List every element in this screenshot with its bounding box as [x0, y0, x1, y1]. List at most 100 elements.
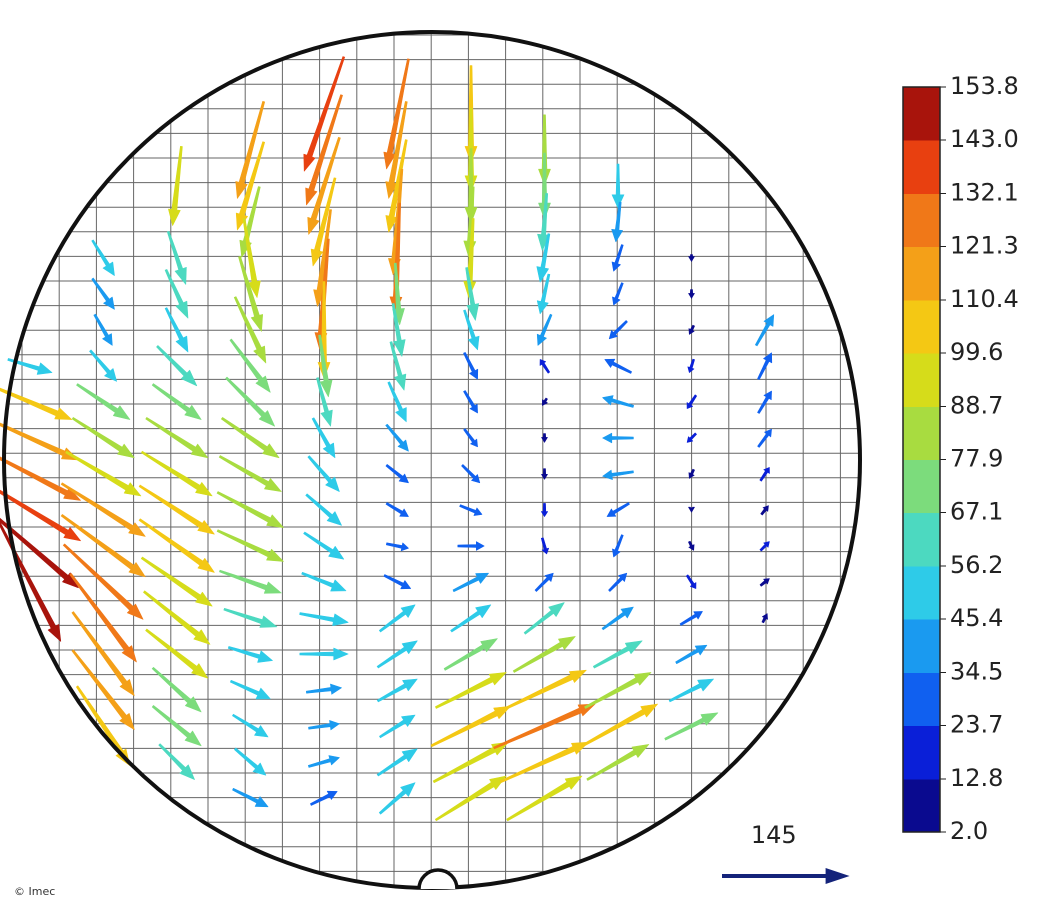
vector-arrow	[611, 163, 625, 209]
vector-arrow	[391, 303, 406, 357]
vector-arrow	[541, 537, 549, 555]
vector-arrow	[389, 341, 407, 391]
vector-arrow	[0, 387, 73, 420]
vector-arrow	[686, 394, 697, 409]
vector-arrow	[307, 455, 340, 492]
vector-arrow	[392, 262, 405, 326]
vector-arrow	[225, 376, 275, 427]
vector-arrow	[386, 542, 409, 552]
vector-arrow	[167, 231, 187, 285]
colorbar-tick-label: 132.1	[950, 178, 1019, 206]
vector-arrow	[227, 646, 273, 663]
colorbar-band	[903, 140, 940, 194]
colorbar-band	[903, 246, 940, 301]
vector-arrow	[757, 428, 772, 448]
vector-arrow	[168, 146, 183, 226]
vector-arrow	[0, 456, 81, 501]
vector-arrow	[688, 289, 695, 299]
vector-arrow	[435, 672, 507, 709]
vector-arrow	[385, 464, 409, 484]
vector-arrow	[158, 743, 195, 780]
colorbar-band	[903, 87, 940, 141]
arrows	[0, 56, 775, 822]
vector-arrow	[464, 148, 478, 224]
colorbar-tick-label: 99.6	[950, 338, 1003, 366]
vector-arrow	[611, 201, 623, 243]
grid	[4, 32, 860, 888]
vector-arrow	[301, 572, 347, 592]
vector-arrow	[151, 667, 202, 713]
vector-arrow	[385, 423, 409, 452]
colorbar-band	[903, 619, 940, 673]
vector-arrow	[223, 608, 278, 628]
vector-arrow	[164, 269, 189, 319]
colorbar-band	[903, 512, 940, 567]
colorbar-band	[903, 353, 940, 407]
colorbar-tick-label: 77.9	[950, 445, 1003, 473]
colorbar-tick-label: 153.8	[950, 72, 1019, 100]
vector-arrow	[435, 775, 507, 822]
reference-arrow	[722, 868, 850, 884]
colorbar-tick-label: 34.5	[950, 657, 1003, 685]
vector-arrow	[612, 534, 624, 558]
vector-arrow	[542, 397, 548, 406]
vector-arrow	[383, 574, 411, 590]
vector-arrow	[0, 422, 79, 461]
vector-arrow	[76, 383, 131, 420]
vector-arrow	[145, 417, 209, 459]
wafer-notch	[417, 868, 459, 890]
vector-arrow	[299, 647, 349, 661]
vector-arrow	[443, 638, 498, 671]
vector-arrow	[378, 782, 416, 815]
vector-arrow	[668, 678, 714, 703]
vector-arrow	[601, 606, 634, 631]
vector-arrow	[242, 217, 261, 298]
vector-arrow	[305, 94, 343, 206]
vector-arrow	[141, 450, 213, 497]
vector-arrow	[376, 748, 418, 777]
vector-arrow	[138, 484, 215, 535]
vector-arrow	[757, 352, 773, 380]
colorbar-frame	[902, 86, 941, 833]
vector-arrow	[463, 309, 480, 351]
vector-arrow	[459, 504, 483, 516]
vector-arrow	[664, 712, 719, 741]
vector-arrow	[608, 572, 628, 592]
vector-arrow	[385, 101, 408, 199]
vector-arrow	[679, 611, 703, 626]
vector-arrow	[216, 491, 284, 528]
vector-arrow	[602, 395, 634, 408]
vector-arrow	[385, 502, 409, 517]
vector-arrow	[577, 703, 658, 750]
vector-arrow	[305, 493, 342, 526]
vector-arrow	[306, 683, 342, 695]
vector-arrow	[538, 114, 551, 186]
vector-arrow	[536, 273, 551, 315]
vector-arrow	[379, 604, 416, 633]
vector-arrow	[0, 521, 62, 642]
reference-arrow-group: 145	[722, 821, 850, 884]
colorbar-tick-label: 45.4	[950, 604, 1003, 632]
vector-arrow	[499, 741, 589, 783]
colorbar-band	[903, 193, 940, 248]
vector-arrow	[539, 359, 550, 374]
vector-arrow	[71, 649, 135, 730]
vector-arrow	[686, 574, 697, 589]
vector-arrow	[584, 672, 652, 709]
vector-arrow	[219, 569, 282, 594]
vector-arrow	[308, 720, 340, 731]
vector-arrow	[140, 556, 213, 607]
credit: © Imec	[14, 885, 55, 898]
vector-arrow	[755, 314, 775, 347]
vector-arrow	[318, 334, 333, 398]
vector-arrow	[89, 349, 117, 382]
vector-arrow	[688, 506, 695, 513]
vector-arrow	[506, 775, 583, 822]
colorbar-band	[903, 778, 940, 833]
vector-arrow	[376, 640, 418, 669]
vector-arrow	[461, 464, 481, 484]
vector-arrow	[611, 244, 624, 272]
vector-arrow	[523, 602, 565, 635]
vector-arrow	[463, 428, 478, 448]
vector-arrow	[71, 417, 135, 459]
